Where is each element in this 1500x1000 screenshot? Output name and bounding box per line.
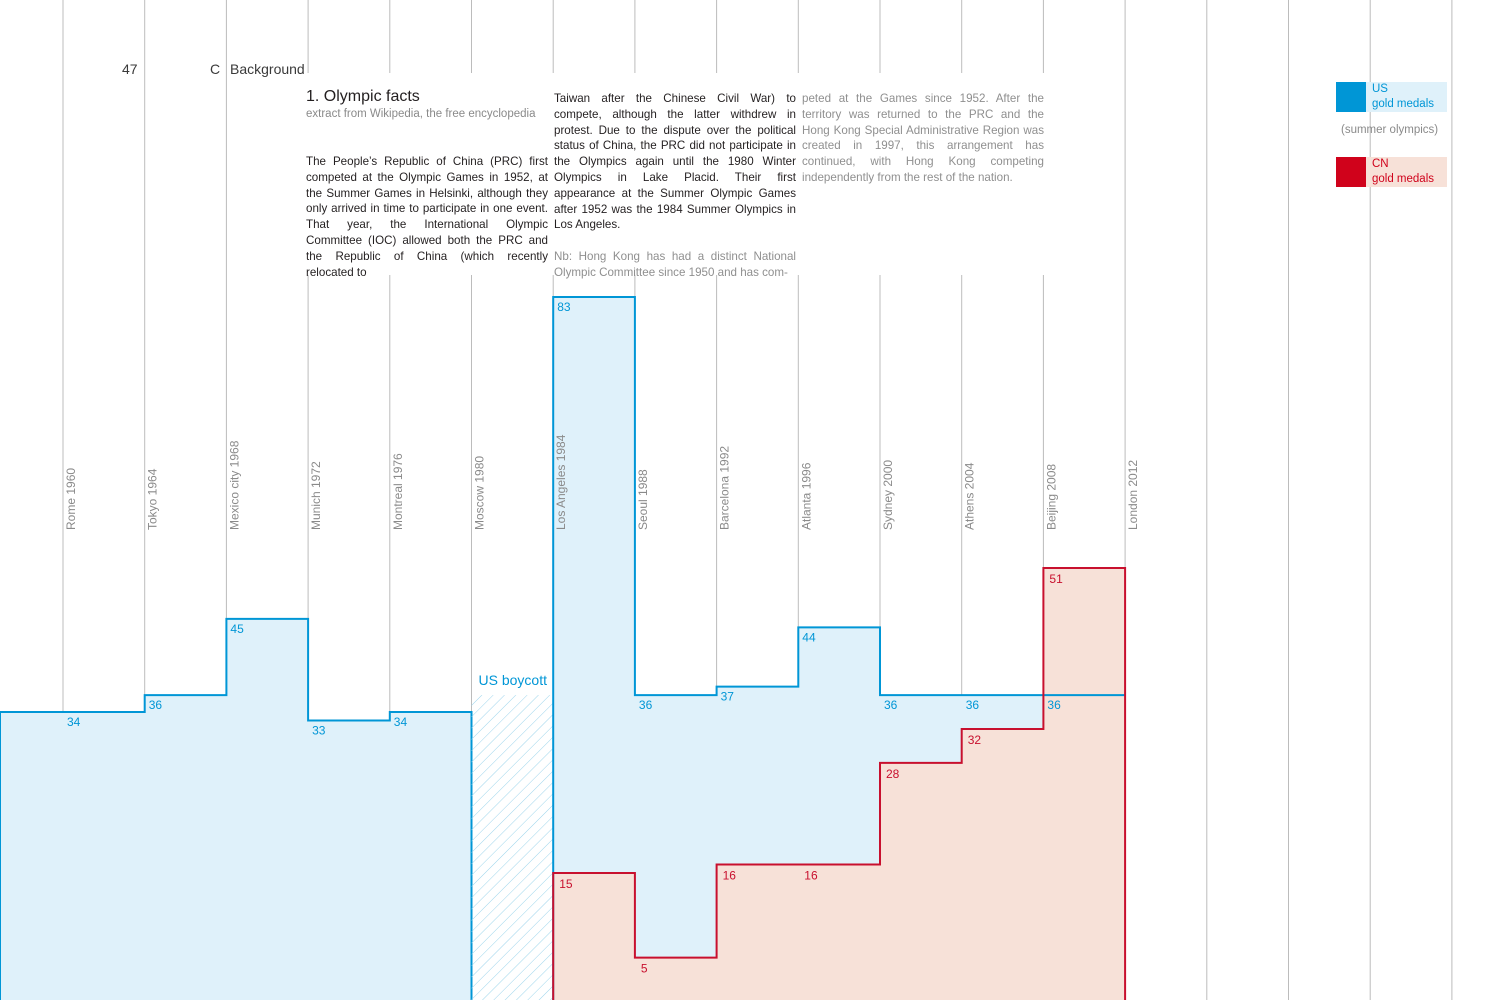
category-label: Seoul 1988 xyxy=(636,469,650,530)
article-note: peted at the Games since 1952. After the… xyxy=(802,92,1044,184)
category-label: Athens 2004 xyxy=(963,462,977,530)
us-value-label: 36 xyxy=(149,698,163,712)
cn-value-label: 16 xyxy=(804,868,818,882)
us-area-outline xyxy=(552,295,1126,1000)
legend-us-text: gold medals xyxy=(1372,98,1435,110)
us-value-label: 36 xyxy=(966,698,980,712)
section-letter: C xyxy=(210,61,221,77)
us-value-label: 44 xyxy=(802,630,816,644)
category-label: Rome 1960 xyxy=(64,468,78,530)
section-name: Background xyxy=(230,61,305,77)
article-column-1: The People’s Republic of China (PRC) fir… xyxy=(306,154,548,280)
category-label: Barcelona 1992 xyxy=(718,446,732,530)
category-label: Sydney 2000 xyxy=(881,460,895,530)
article-title: 1. Olympic facts xyxy=(306,88,420,105)
legend-us-swatch xyxy=(1336,82,1368,112)
article-column-2: Taiwan after the Chinese Civil War) to c… xyxy=(554,91,796,281)
page-number: 47 xyxy=(122,61,138,77)
article-column-3: peted at the Games since 1952. After the… xyxy=(802,91,1044,186)
us-value-label: 37 xyxy=(721,690,735,704)
cn-value-label: 32 xyxy=(968,733,982,747)
category-label: Mexico city 1968 xyxy=(227,440,241,530)
cn-value-label: 15 xyxy=(559,877,573,891)
legend-cn-code: CN xyxy=(1372,158,1389,170)
category-label: Atlanta 1996 xyxy=(799,462,813,530)
cn-value-label: 28 xyxy=(886,767,900,781)
cn-value-label: 5 xyxy=(641,962,648,976)
us-value-label: 83 xyxy=(557,300,571,314)
category-label: Beijing 2008 xyxy=(1044,464,1058,530)
legend-us-label: US gold medals xyxy=(1366,82,1447,112)
legend-note: (summer olympics) xyxy=(1341,124,1439,136)
us-value-label: 34 xyxy=(67,715,81,729)
us-area-outline xyxy=(0,617,473,1000)
legend-cn-text: gold medals xyxy=(1372,173,1435,185)
us-value-label: 36 xyxy=(639,698,653,712)
legend-cn-label: CN gold medals xyxy=(1366,157,1447,187)
boycott-hatch xyxy=(471,695,554,1000)
legend-cn-swatch xyxy=(1336,157,1368,187)
us-area-fill xyxy=(0,618,472,1000)
legend-us-code: US xyxy=(1372,83,1388,95)
category-label: Munich 1972 xyxy=(309,461,323,530)
article-subtitle: extract from Wikipedia, the free encyclo… xyxy=(306,108,536,120)
category-label: Los Angeles 1984 xyxy=(554,434,568,530)
us-value-label: 36 xyxy=(884,698,898,712)
us-value-label: 45 xyxy=(230,622,244,636)
us-value-label: 33 xyxy=(312,723,326,737)
category-label: London 2012 xyxy=(1126,460,1140,530)
cn-area-fill xyxy=(553,568,1126,1000)
us-value-label: 36 xyxy=(1047,698,1061,712)
cn-value-label: 51 xyxy=(1049,572,1063,586)
category-label: Montreal 1976 xyxy=(391,453,405,530)
cn-value-label: 16 xyxy=(723,868,737,882)
category-label: Moscow 1980 xyxy=(473,456,487,530)
article-note: Nb: Hong Kong has had a distinct Nationa… xyxy=(554,249,796,279)
cn-area-outline xyxy=(552,567,1127,1000)
article-paragraph: The People’s Republic of China (PRC) fir… xyxy=(306,155,548,279)
us-value-label: 34 xyxy=(394,715,408,729)
category-label: Tokyo 1964 xyxy=(146,468,160,530)
article-paragraph: Taiwan after the Chinese Civil War) to c… xyxy=(554,92,796,232)
boycott-label: US boycott xyxy=(479,672,548,688)
